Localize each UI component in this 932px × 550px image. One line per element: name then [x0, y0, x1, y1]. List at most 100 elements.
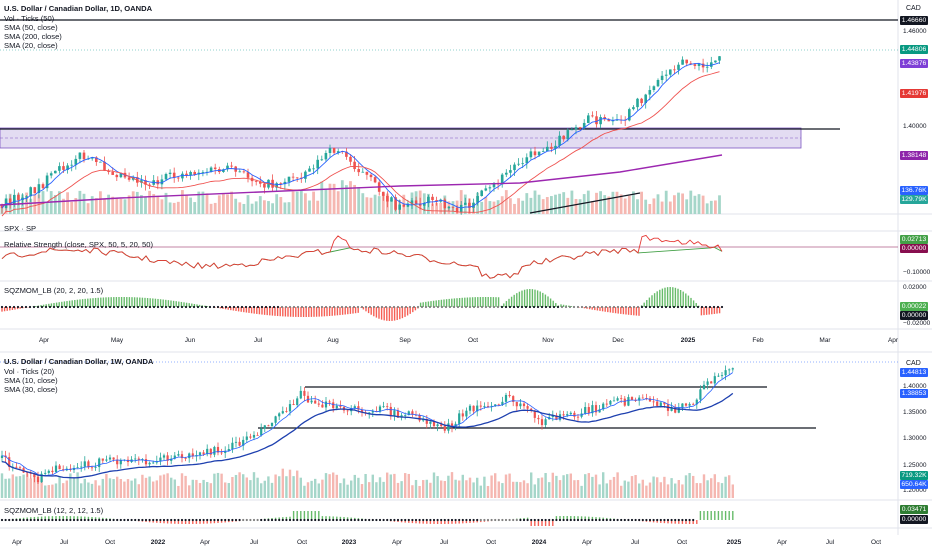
bottom-legend-sma30[interactable]: SMA (30, close) — [4, 385, 58, 394]
weekly-candle — [202, 452, 205, 455]
squeeze-dot — [234, 518, 238, 522]
squeeze-dot — [393, 518, 396, 522]
daily-candle — [628, 109, 631, 121]
daily-candle — [78, 152, 82, 159]
volume-bar — [512, 481, 515, 498]
volume-bar — [447, 475, 450, 498]
top-legend-sma20[interactable]: SMA (20, close) — [4, 41, 58, 50]
squeeze-dot — [360, 518, 364, 522]
daily-candle — [336, 151, 340, 153]
time-axis-label: 2023 — [341, 539, 357, 546]
squeeze-dot — [328, 305, 332, 309]
squeeze-dot — [195, 518, 198, 522]
volume-bar — [160, 199, 164, 214]
daily-candle — [58, 166, 61, 171]
top-legend-vol[interactable]: Vol · Ticks (50) — [4, 14, 55, 23]
squeeze-dot — [688, 305, 692, 309]
volume-bar — [209, 203, 213, 214]
volume-bar — [296, 470, 299, 498]
volume-bar — [308, 200, 311, 214]
daily-candle — [701, 63, 705, 68]
weekly-candle — [0, 455, 4, 458]
volume-bar — [62, 483, 65, 498]
volume-bar — [407, 473, 410, 498]
squeeze-dot — [508, 518, 511, 522]
rs-tick: −0.10000 — [903, 269, 931, 276]
daily-candle — [435, 200, 438, 202]
daily-candle — [254, 181, 258, 182]
weekly-candle — [533, 410, 536, 418]
squeeze-dot — [252, 518, 256, 522]
daily-candle — [33, 187, 37, 194]
weekly-candle — [450, 423, 454, 427]
volume-bar — [713, 474, 716, 498]
bottom-mom-legend[interactable]: SQZMOM_LB (12, 2, 12, 1.5) — [4, 506, 104, 515]
weekly-candle — [332, 402, 335, 409]
rs-legend[interactable]: Relative Strength (close, SPX, 50, 5, 20… — [4, 240, 154, 249]
top-legend-sma200[interactable]: SMA (200, close) — [4, 32, 62, 41]
volume-bar — [513, 203, 516, 214]
volume-bar — [533, 484, 536, 498]
squeeze-dot — [588, 305, 592, 309]
weekly-candle — [353, 406, 356, 409]
weekly-candle — [166, 455, 169, 461]
volume-bar — [205, 193, 209, 214]
daily-candle — [705, 66, 709, 68]
squeeze-dot — [700, 305, 704, 309]
volume-bar — [94, 480, 97, 498]
top-legend-sma50[interactable]: SMA (50, close) — [4, 23, 58, 32]
daily-candle — [669, 69, 672, 75]
weekly-candle — [188, 453, 191, 459]
mom-legend[interactable]: SQZMOM_LB (20, 2, 20, 1.5) — [4, 286, 104, 295]
bottom-legend-sma10[interactable]: SMA (10, close) — [4, 376, 58, 385]
volume-bar — [674, 483, 677, 498]
time-axis-label: Oct — [485, 539, 497, 546]
volume-bar — [648, 203, 652, 214]
squeeze-dot — [213, 518, 216, 522]
daily-candle — [29, 187, 32, 197]
squeeze-dot — [460, 305, 464, 309]
weekly-candle — [335, 405, 338, 409]
daily-candle — [464, 202, 467, 205]
daily-candle — [259, 181, 262, 184]
squeeze-dot — [236, 305, 240, 309]
squeeze-dot — [152, 518, 155, 522]
daily-candle — [246, 172, 250, 178]
weekly-candle — [270, 422, 274, 427]
volume-bar — [332, 183, 336, 214]
squeeze-dot — [220, 305, 224, 309]
squeeze-dot — [456, 305, 460, 309]
weekly-candle — [670, 407, 673, 411]
volume-bar — [636, 199, 639, 214]
squeeze-dot — [350, 518, 353, 522]
volume-bar — [357, 477, 360, 498]
weekly-candle — [551, 415, 554, 418]
squeeze-dot — [416, 305, 420, 309]
volume-tag: 719.32K — [900, 471, 928, 480]
weekly-candle — [724, 370, 727, 376]
bottom-legend-vol[interactable]: Vol · Ticks (20) — [4, 367, 55, 376]
squeeze-dot — [281, 518, 284, 522]
weekly-candle — [638, 397, 641, 401]
volume-bar — [375, 482, 378, 498]
daily-candle — [652, 86, 656, 90]
weekly-candle — [425, 418, 428, 424]
volume-bar — [172, 202, 176, 214]
volume-tag: 129.79K — [900, 195, 928, 204]
squeeze-dot — [278, 518, 281, 522]
weekly-candle — [296, 398, 299, 405]
squeeze-dot — [240, 305, 244, 309]
squeeze-dot — [12, 305, 16, 309]
squeeze-dot — [300, 305, 304, 309]
daily-candle — [537, 151, 541, 156]
volume-bar — [45, 202, 49, 214]
volume-bar — [180, 473, 184, 498]
daily-candle — [119, 172, 123, 178]
weekly-candle — [40, 473, 43, 483]
volume-bar — [304, 193, 307, 214]
weekly-candle — [36, 477, 40, 483]
time-axis-label: Jul — [630, 539, 640, 546]
weekly-candle — [591, 405, 594, 414]
